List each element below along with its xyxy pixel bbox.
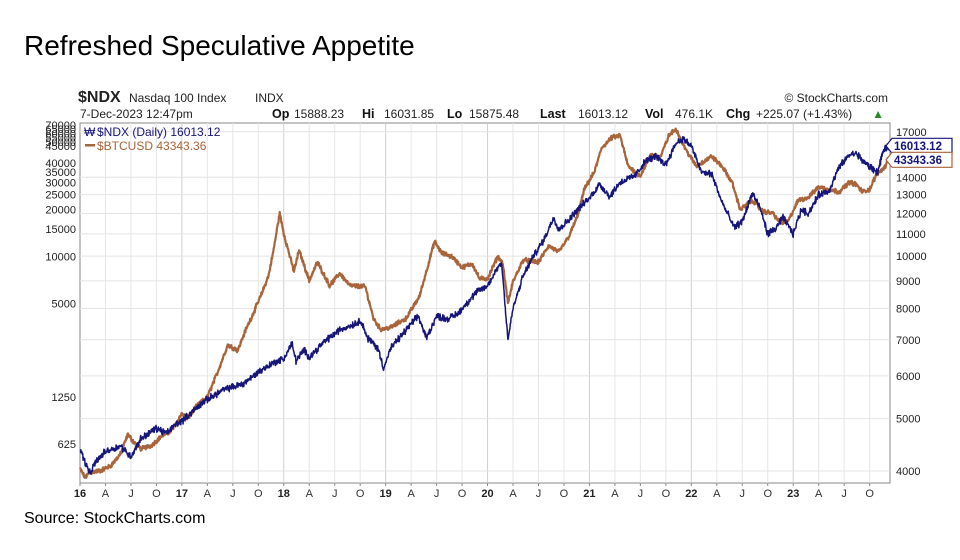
change-up-icon: ▲ bbox=[872, 107, 884, 121]
legend-ndx-icon: ₩ bbox=[84, 125, 96, 139]
stat-value-chg: +225.07 (+1.43%) bbox=[756, 107, 852, 121]
x-tick-label: A bbox=[204, 488, 212, 500]
stat-label-last: Last bbox=[540, 107, 567, 121]
x-tick-label: O bbox=[356, 488, 365, 500]
stat-label-vol: Vol bbox=[645, 107, 664, 121]
legend-btc-swatch bbox=[85, 144, 95, 147]
left-tick-label: 15000 bbox=[45, 224, 76, 236]
stat-value-op: 15888.23 bbox=[294, 107, 344, 121]
x-tick-label: A bbox=[102, 488, 110, 500]
x-tick-label: 18 bbox=[278, 488, 290, 500]
stat-label-hi: Hi bbox=[362, 107, 375, 121]
x-tick-label: 21 bbox=[583, 488, 595, 500]
x-tick-label: J bbox=[638, 488, 644, 500]
last-value-ndx: 16013.12 bbox=[885, 137, 953, 154]
right-tick-label: 13000 bbox=[896, 190, 927, 202]
plot-area bbox=[79, 122, 891, 484]
right-tick-label: 6000 bbox=[896, 371, 920, 383]
left-tick-label-stacked: 55000 bbox=[45, 133, 76, 145]
x-tick-label: A bbox=[611, 488, 619, 500]
series-line-ndx bbox=[79, 136, 890, 475]
x-tick-label: J bbox=[841, 488, 847, 500]
right-tick-label: 9000 bbox=[896, 276, 920, 288]
left-tick-label-stacked: 70000 bbox=[45, 120, 76, 132]
left-tick-label: 30000 bbox=[45, 177, 76, 189]
right-tick-label: 14000 bbox=[896, 172, 927, 184]
x-tick-label: A bbox=[509, 488, 517, 500]
right-tick-label: 5000 bbox=[896, 414, 920, 426]
chart-symbol: $NDX bbox=[78, 89, 121, 106]
right-tick-label: 4000 bbox=[896, 466, 920, 478]
stat-value-vol: 476.1K bbox=[675, 107, 713, 121]
x-tick-label: 17 bbox=[176, 488, 188, 500]
x-tick-label: A bbox=[815, 488, 823, 500]
left-tick-label-stacked: 60000 bbox=[45, 128, 76, 140]
last-value-btc: 43343.36 bbox=[885, 151, 953, 168]
stat-label-lo: Lo bbox=[447, 107, 463, 121]
x-tick-label: 19 bbox=[380, 488, 392, 500]
x-tick-label: 23 bbox=[787, 488, 799, 500]
x-tick-label: J bbox=[230, 488, 236, 500]
right-axis: 4000 5000 6000 7000 8000 9000 10000 11000 12000 1… bbox=[896, 127, 927, 478]
legend-btc: $BTCUSD 43343.36 bbox=[97, 139, 207, 153]
right-tick-label: 8000 bbox=[896, 303, 920, 315]
right-tick-label: 10000 bbox=[896, 251, 927, 263]
left-axis: 625 1250 5000 10000 15000 20000 25000300003500… bbox=[45, 120, 76, 451]
stat-value-last: 16013.12 bbox=[578, 107, 628, 121]
left-tick-label: 1250 bbox=[52, 392, 76, 404]
left-tick-label: 10000 bbox=[45, 251, 76, 263]
stat-label-chg: Chg bbox=[726, 107, 750, 121]
last-value-ndx-label: 16013.12 bbox=[894, 141, 942, 153]
left-tick-label: 5000 bbox=[52, 298, 76, 310]
series-line-btc bbox=[79, 127, 890, 479]
x-tick-label: O bbox=[763, 488, 772, 500]
legend-ndx: $NDX (Daily) 16013.12 bbox=[97, 125, 221, 139]
stat-value-lo: 15875.48 bbox=[469, 107, 519, 121]
series-layer bbox=[79, 127, 890, 479]
x-tick-label: J bbox=[434, 488, 440, 500]
right-tick-label: 17000 bbox=[896, 127, 927, 139]
left-tick-label-stacked: 45000 bbox=[45, 141, 76, 153]
right-tick-label: 11000 bbox=[896, 229, 926, 241]
chart-brand: © StockCharts.com bbox=[784, 91, 888, 105]
x-axis: 16 A J O 17 A J O 18 A J O 19 A J O 20 A J O 21 A J O 22 A J O 23 A J O bbox=[74, 483, 874, 500]
x-tick-label: J bbox=[740, 488, 746, 500]
stat-value-hi: 16031.85 bbox=[384, 107, 434, 121]
slide-title: Refreshed Speculative Appetite bbox=[24, 30, 415, 61]
x-tick-label: O bbox=[662, 488, 671, 500]
chart-exchange: INDX bbox=[255, 91, 284, 105]
chart-timestamp: 7-Dec-2023 12:47pm bbox=[80, 107, 193, 121]
x-tick-label: A bbox=[407, 488, 415, 500]
right-tick-label: 7000 bbox=[896, 335, 920, 347]
stat-label-op: Op bbox=[272, 107, 290, 121]
left-tick-label: 625 bbox=[58, 439, 76, 451]
source-note: Source: StockCharts.com bbox=[24, 510, 206, 527]
left-tick-label: 25000 bbox=[45, 190, 76, 202]
x-tick-label: 20 bbox=[481, 488, 493, 500]
x-tick-label: 16 bbox=[74, 488, 86, 500]
x-tick-label: O bbox=[254, 488, 263, 500]
right-tick-label: 12000 bbox=[896, 208, 927, 220]
chart-index-name: Nasdaq 100 Index bbox=[129, 91, 226, 105]
last-value-btc-label: 43343.36 bbox=[894, 155, 942, 167]
x-tick-label: O bbox=[865, 488, 874, 500]
left-tick-label: 35000 bbox=[45, 167, 76, 179]
x-tick-label: A bbox=[713, 488, 721, 500]
x-tick-label: J bbox=[128, 488, 134, 500]
legend: ₩ $NDX (Daily) 16013.12 $BTCUSD 43343.36 bbox=[84, 125, 221, 153]
left-tick-label-stacked: 50000 bbox=[45, 137, 76, 149]
x-tick-label: 22 bbox=[685, 488, 697, 500]
x-tick-label: J bbox=[536, 488, 542, 500]
chart-stats-row: Op 15888.23 Hi 16031.85 Lo 15875.48 Last 16013.… bbox=[272, 107, 852, 121]
left-tick-label: 20000 bbox=[45, 205, 76, 217]
left-tick-label-stacked: 65000 bbox=[45, 124, 76, 136]
x-tick-label: O bbox=[152, 488, 161, 500]
x-tick-label: A bbox=[306, 488, 314, 500]
x-tick-label: O bbox=[560, 488, 569, 500]
left-tick-label: 40000 bbox=[45, 158, 76, 170]
x-tick-label: J bbox=[332, 488, 338, 500]
x-tick-label: O bbox=[458, 488, 467, 500]
